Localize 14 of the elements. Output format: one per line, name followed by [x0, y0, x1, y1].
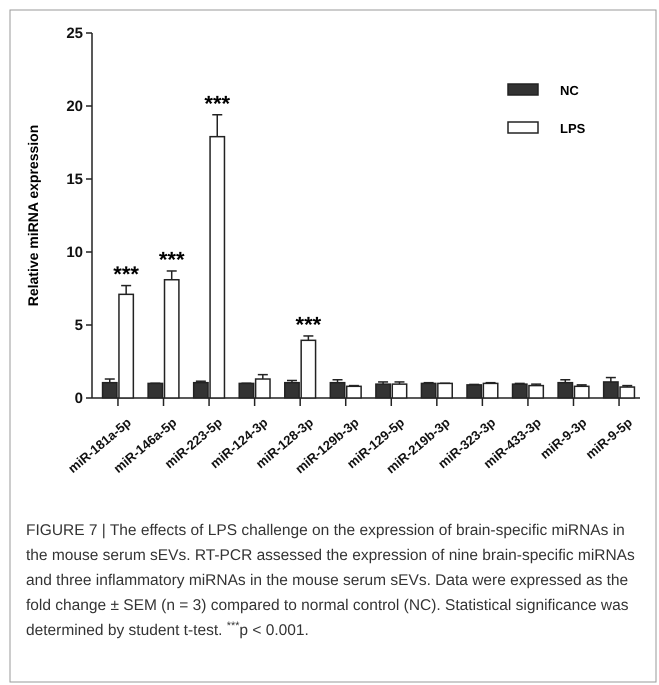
- annotation: ***: [158, 246, 185, 272]
- caption: FIGURE 7 | The effects of LPS challenge on the expression of brain-specific miRNAs in the mouse serum sEVs. RT-PCR assessed the expression of nine brain-specific miRNAs and three inflammatory miRNAs in the mouse serum sEVs. Data were expressed as the fold change ± SEM (n = 3) compared to normal control (NC). Statistical significance was determined by student t-test. $^{***}$p < 0.001.: [26, 522, 636, 639]
- annotation: ***: [296, 312, 322, 337]
- y-tick-label: 20: [66, 98, 83, 115]
- annotation: ***: [113, 262, 140, 287]
- y-tick-label: 10: [66, 244, 83, 261]
- y-tick-label: 0: [74, 390, 83, 407]
- y-tick-label: 15: [66, 170, 83, 188]
- annotation: ***: [204, 90, 231, 116]
- y-axis-title: Relative miRNA expression: [25, 124, 41, 306]
- legend-label: LPS: [560, 121, 586, 136]
- y-tick-label: 25: [66, 24, 83, 42]
- legend-label: NC: [560, 83, 580, 98]
- y-tick-label: 5: [74, 316, 83, 334]
